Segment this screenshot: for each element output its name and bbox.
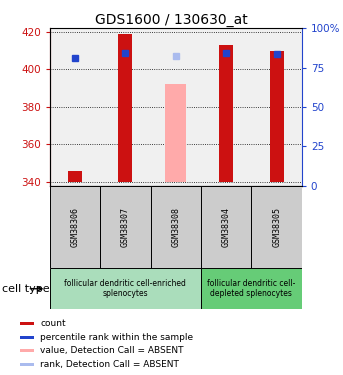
Text: percentile rank within the sample: percentile rank within the sample [40,333,193,342]
Text: GSM38307: GSM38307 [121,207,130,247]
Text: value, Detection Call = ABSENT: value, Detection Call = ABSENT [40,346,184,355]
Text: follicular dendritic cell-
depleted splenocytes: follicular dendritic cell- depleted sple… [207,279,296,298]
Text: GSM38308: GSM38308 [171,207,180,247]
Bar [100,186,151,268]
Bar [251,186,302,268]
Bar [201,268,302,309]
Bar [20,363,34,366]
Bar [20,322,34,325]
Text: cell type: cell type [2,284,49,294]
Bar [165,84,186,182]
Text: GSM38304: GSM38304 [222,207,231,247]
Text: follicular dendritic cell-enriched
splenocytes: follicular dendritic cell-enriched splen… [64,279,186,298]
Bar [201,186,251,268]
Text: rank, Detection Call = ABSENT: rank, Detection Call = ABSENT [40,360,179,369]
Bar [50,186,100,268]
Text: GSM38305: GSM38305 [272,207,281,247]
Bar [151,186,201,268]
Bar [20,336,34,339]
Bar [50,268,201,309]
Bar [118,34,132,182]
Text: GDS1600 / 130630_at: GDS1600 / 130630_at [95,13,248,27]
Bar [270,51,284,182]
Text: GSM38306: GSM38306 [70,207,80,247]
Bar [20,349,34,352]
Bar [68,171,82,182]
Bar [219,45,233,182]
Text: count: count [40,319,66,328]
